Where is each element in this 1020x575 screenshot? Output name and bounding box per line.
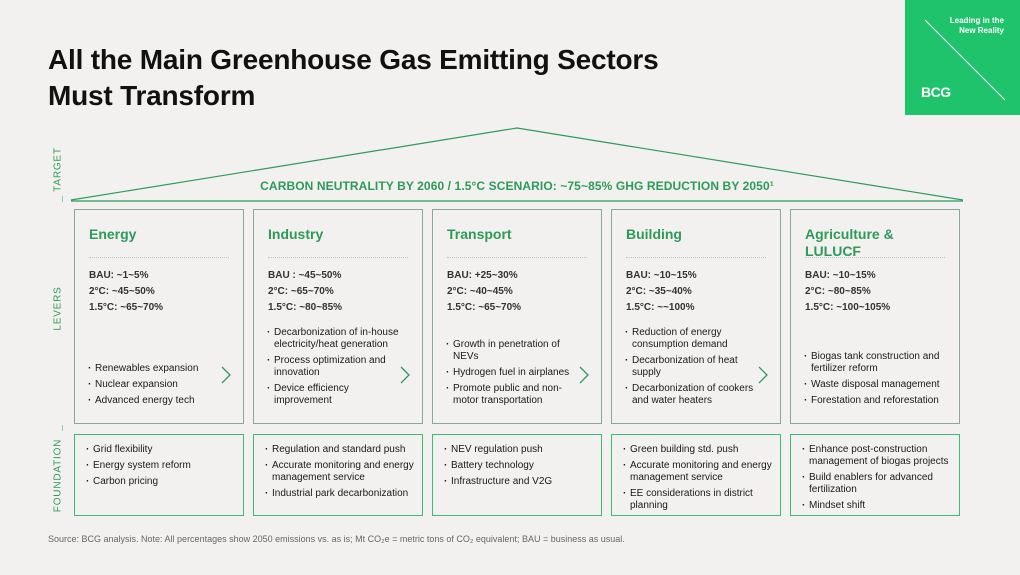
target-divider (62, 196, 63, 202)
foundation-label: FOUNDATION (52, 438, 64, 513)
stat-2c: 2°C: ~45~50% (89, 286, 155, 297)
dotted-divider (89, 257, 229, 258)
foundation-list: Enhance post-construction management of … (801, 444, 951, 516)
target-label: TARGET (52, 147, 64, 192)
lever-card-transport: Transport BAU: +25~30% 2°C: ~40~45% 1.5°… (432, 209, 602, 424)
scenario-stats: BAU: ~10~15% 2°C: ~35~40% 1.5°C: ~~100% (626, 268, 697, 316)
list-item: Waste disposal management (803, 379, 953, 391)
stat-2c: 2°C: ~80~85% (805, 286, 871, 297)
page-title-line-2: Must Transform (48, 80, 256, 111)
stat-1-5c: 1.5°C: ~65~70% (447, 302, 522, 313)
stat-1-5c: 1.5°C: ~80~85% (268, 302, 343, 313)
lever-list: Growth in penetration of NEVs Hydrogen f… (445, 339, 583, 411)
target-statement: CARBON NEUTRALITY BY 2060 / 1.5°C SCENAR… (260, 179, 774, 193)
list-item: Accurate monitoring and energy managemen… (622, 460, 772, 484)
list-item: Nuclear expansion (87, 379, 225, 391)
lever-list: Renewables expansion Nuclear expansion A… (87, 363, 225, 411)
list-item: Decarbonization of in-house electricity/… (266, 327, 404, 351)
foundation-card-transport: NEV regulation push Battery technology I… (432, 434, 602, 516)
list-item: Carbon pricing (85, 476, 235, 488)
lever-card-agriculture: Agriculture & LULUCF BAU: ~10~15% 2°C: ~… (790, 209, 960, 424)
sector-name: Agriculture & LULUCF (805, 226, 894, 259)
list-item: EE considerations in district planning (622, 488, 772, 512)
stat-bau: BAU: +25~30% (447, 270, 518, 281)
list-item: Process optimization and innovation (266, 355, 404, 379)
sector-name: Transport (447, 226, 512, 242)
lever-list: Decarbonization of in-house electricity/… (266, 327, 404, 411)
levers-label: LEVERS (52, 286, 64, 331)
list-item: Infrastructure and V2G (443, 476, 593, 488)
foundation-list: Grid flexibility Energy system reform Ca… (85, 444, 235, 492)
stat-1-5c: 1.5°C: ~100~105% (805, 302, 891, 313)
list-item: Enhance post-construction management of … (801, 444, 951, 468)
list-item: Growth in penetration of NEVs (445, 339, 583, 363)
list-item: Industrial park decarbonization (264, 488, 414, 500)
list-item: Hydrogen fuel in airplanes (445, 367, 583, 379)
foundation-list: Green building std. push Accurate monito… (622, 444, 772, 516)
brand-tagline: Leading in the New Reality (949, 16, 1004, 35)
list-item: NEV regulation push (443, 444, 593, 456)
list-item: Decarbonization of heat supply (624, 355, 762, 379)
page-title: All the Main Greenhouse Gas Emitting Sec… (48, 42, 659, 114)
scenario-stats: BAU: +25~30% 2°C: ~40~45% 1.5°C: ~65~70% (447, 268, 521, 316)
list-item: Mindset shift (801, 500, 951, 512)
list-item: Regulation and standard push (264, 444, 414, 456)
lever-card-industry: Industry BAU : ~45~50% 2°C: ~65~70% 1.5°… (253, 209, 423, 424)
scenario-stats: BAU : ~45~50% 2°C: ~65~70% 1.5°C: ~80~85… (268, 268, 342, 316)
list-item: Green building std. push (622, 444, 772, 456)
list-item: Promote public and non-motor transportat… (445, 383, 583, 407)
foundation-card-agriculture: Enhance post-construction management of … (790, 434, 960, 516)
list-item: Reduction of energy consumption demand (624, 327, 762, 351)
stat-2c: 2°C: ~40~45% (447, 286, 513, 297)
list-item: Forestation and reforestation (803, 395, 953, 407)
sector-name: Energy (89, 226, 137, 242)
stat-bau: BAU: ~10~15% (626, 270, 697, 281)
lever-card-building: Building BAU: ~10~15% 2°C: ~35~40% 1.5°C… (611, 209, 781, 424)
list-item: Accurate monitoring and energy managemen… (264, 460, 414, 484)
levers-divider (62, 425, 63, 431)
sector-name: Building (626, 226, 682, 242)
stat-2c: 2°C: ~65~70% (268, 286, 334, 297)
foundation-card-industry: Regulation and standard push Accurate mo… (253, 434, 423, 516)
lever-card-energy: Energy BAU: ~1~5% 2°C: ~45~50% 1.5°C: ~6… (74, 209, 244, 424)
bcg-brand-block: Leading in the New Reality BCG (905, 0, 1020, 115)
dotted-divider (805, 257, 945, 258)
list-item: Grid flexibility (85, 444, 235, 456)
stat-bau: BAU : ~45~50% (268, 270, 342, 281)
list-item: Advanced energy tech (87, 395, 225, 407)
list-item: Battery technology (443, 460, 593, 472)
foundation-card-energy: Grid flexibility Energy system reform Ca… (74, 434, 244, 516)
sector-name: Industry (268, 226, 324, 242)
source-note: Source: BCG analysis. Note: All percenta… (48, 534, 625, 544)
stat-1-5c: 1.5°C: ~65~70% (89, 302, 164, 313)
foundation-card-building: Green building std. push Accurate monito… (611, 434, 781, 516)
foundation-list: NEV regulation push Battery technology I… (443, 444, 593, 492)
lever-list: Reduction of energy consumption demand D… (624, 327, 762, 411)
list-item: Biogas tank construction and fertilizer … (803, 351, 953, 375)
list-item: Build enablers for advanced fertilizatio… (801, 472, 951, 496)
list-item: Renewables expansion (87, 363, 225, 375)
roof-outline (70, 127, 964, 202)
list-item: Device efficiency improvement (266, 383, 404, 407)
list-item: Decarbonization of cookers and water hea… (624, 383, 762, 407)
lever-list: Biogas tank construction and fertilizer … (803, 351, 953, 411)
stat-1-5c: 1.5°C: ~~100% (626, 302, 695, 313)
scenario-stats: BAU: ~1~5% 2°C: ~45~50% 1.5°C: ~65~70% (89, 268, 163, 316)
bcg-logo: BCG (921, 84, 951, 100)
scenario-stats: BAU: ~10~15% 2°C: ~80~85% 1.5°C: ~100~10… (805, 268, 890, 316)
dotted-divider (626, 257, 766, 258)
stat-2c: 2°C: ~35~40% (626, 286, 692, 297)
stat-bau: BAU: ~10~15% (805, 270, 876, 281)
page-title-line-1: All the Main Greenhouse Gas Emitting Sec… (48, 44, 659, 75)
dotted-divider (268, 257, 408, 258)
diagonal-line-decoration (924, 19, 1006, 101)
foundation-list: Regulation and standard push Accurate mo… (264, 444, 414, 504)
dotted-divider (447, 257, 587, 258)
stat-bau: BAU: ~1~5% (89, 270, 149, 281)
list-item: Energy system reform (85, 460, 235, 472)
